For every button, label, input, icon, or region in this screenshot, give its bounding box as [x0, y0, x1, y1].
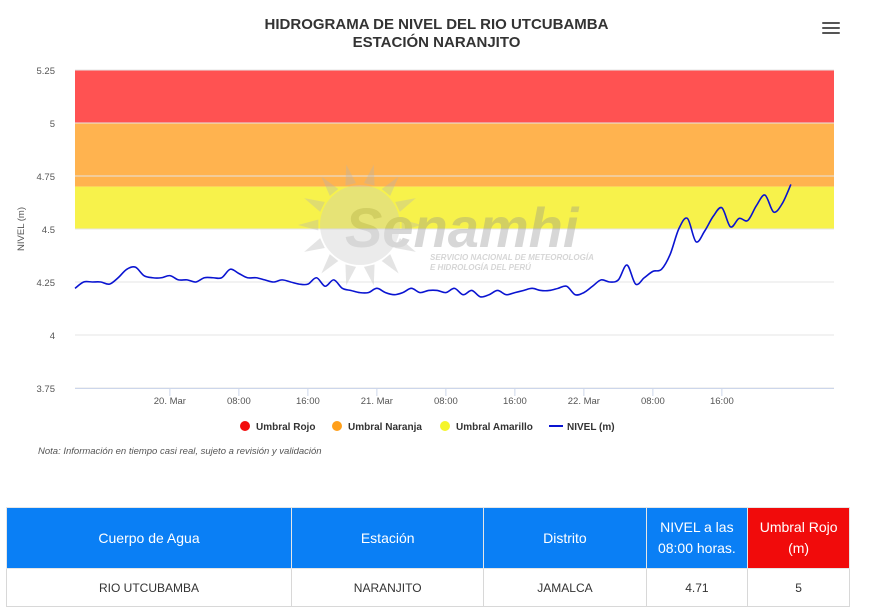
- y-axis-title: NIVEL (m): [16, 207, 27, 251]
- header-estacion: Estación: [291, 507, 485, 569]
- threshold-band-0: [75, 70, 834, 123]
- legend-marker-0: [240, 421, 250, 431]
- series-line-nivel: [74, 184, 792, 298]
- chart-title: HIDROGRAMA DE NIVEL DEL RIO UTCUBAMBA: [264, 16, 609, 33]
- note-text: Nota: Información en tiempo casi real, s…: [38, 446, 322, 457]
- threshold-band-2: [75, 186, 834, 229]
- legend-label-0: Umbral Rojo: [256, 422, 315, 433]
- table-header-row: Cuerpo de Agua Estación Distrito NIVEL a…: [5, 507, 850, 569]
- header-umbral-rojo: Umbral Rojo (m): [747, 507, 850, 569]
- svg-text:SERVICIO NACIONAL DE METEOROLO: SERVICIO NACIONAL DE METEOROLOGÍA: [430, 253, 594, 262]
- x-tick-label-0: 20. Mar: [154, 396, 186, 407]
- y-tick-label-6: 5.25: [37, 66, 56, 77]
- cell-umbral-rojo: 5: [747, 568, 850, 607]
- station-table: Cuerpo de Agua Estación Distrito NIVEL a…: [5, 507, 850, 607]
- y-tick-label-1: 4: [50, 331, 55, 342]
- chart-container: HIDROGRAMA DE NIVEL DEL RIO UTCUBAMBA ES…: [16, 16, 840, 457]
- x-tick-label-4: 08:00: [434, 396, 458, 407]
- threshold-band-1: [75, 123, 834, 187]
- y-tick-label-0: 3.75: [37, 384, 56, 395]
- y-tick-label-5: 5: [50, 119, 55, 130]
- y-tick-label-3: 4.5: [42, 225, 55, 236]
- legend-label-1: Umbral Naranja: [348, 422, 422, 433]
- svg-text:E HIDROLOGÍA DEL PERÚ: E HIDROLOGÍA DEL PERÚ: [430, 263, 531, 272]
- x-tick-label-1: 08:00: [227, 396, 251, 407]
- header-distrito: Distrito: [483, 507, 647, 569]
- x-tick-label-7: 08:00: [641, 396, 665, 407]
- cell-distrito: JAMALCA: [483, 568, 647, 607]
- table-row: RIO UTCUBAMBA NARANJITO JAMALCA 4.71 5: [5, 568, 850, 607]
- y-tick-label-2: 4.25: [37, 278, 56, 289]
- hamburger-menu-icon[interactable]: [822, 20, 840, 36]
- legend-marker-2: [440, 421, 450, 431]
- y-tick-label-4: 4.75: [37, 172, 56, 183]
- header-nivel: NIVEL a las 08:00 horas.: [645, 507, 749, 569]
- cell-nivel: 4.71: [645, 568, 749, 607]
- cell-estacion: NARANJITO: [291, 568, 485, 607]
- chart-subtitle: ESTACIÓN NARANJITO: [352, 34, 521, 51]
- x-tick-label-6: 22. Mar: [568, 396, 600, 407]
- legend-label-2: Umbral Amarillo: [456, 422, 533, 433]
- legend-label-3: NIVEL (m): [567, 422, 615, 433]
- legend-marker-1: [332, 421, 342, 431]
- x-tick-label-2: 16:00: [296, 396, 320, 407]
- header-cuerpo-de-agua: Cuerpo de Agua: [5, 507, 293, 569]
- x-tick-label-8: 16:00: [710, 396, 734, 407]
- svg-text:Senamhi: Senamhi: [345, 196, 580, 259]
- cell-cuerpo-de-agua: RIO UTCUBAMBA: [5, 568, 293, 607]
- x-tick-label-5: 16:00: [503, 396, 527, 407]
- x-tick-label-3: 21. Mar: [361, 396, 393, 407]
